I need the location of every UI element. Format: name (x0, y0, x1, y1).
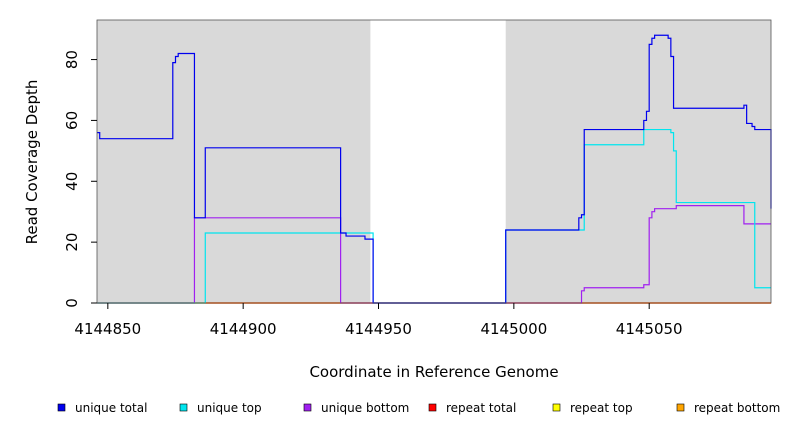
x-tick-label: 4144900 (210, 320, 277, 338)
series-line-unique-total (97, 34, 772, 304)
legend-label: unique bottom (321, 401, 409, 415)
y-tick-label: 20 (63, 233, 81, 252)
legend-swatch (428, 403, 437, 412)
legend-label: unique total (75, 401, 147, 415)
legend-swatch (57, 403, 66, 412)
legend-swatch (303, 403, 312, 412)
y-tick-label: 60 (63, 111, 81, 130)
legend-label: repeat top (570, 401, 633, 415)
y-tick-label: 40 (63, 172, 81, 191)
x-tick-label: 4144950 (345, 320, 412, 338)
x-axis-label: Coordinate in Reference Genome (309, 363, 558, 381)
legend-label: repeat total (446, 401, 516, 415)
x-axis: 4144850 4144900 4144950 4145000 4145050 (74, 303, 683, 338)
legend-swatch (676, 403, 685, 412)
x-tick-label: 4144850 (74, 320, 141, 338)
y-tick-label: 80 (63, 50, 81, 69)
legend-label: repeat bottom (694, 401, 780, 415)
series-line-unique-top (97, 128, 771, 304)
y-axis: 0 20 40 60 80 (63, 50, 97, 308)
x-tick-label: 4145000 (480, 320, 547, 338)
plot-frame (96, 19, 772, 304)
legend-swatch (179, 403, 188, 412)
shaded-regions (97, 20, 771, 303)
legend-label: unique top (197, 401, 262, 415)
y-axis-label: Read Coverage Depth (23, 80, 41, 245)
shaded-region (97, 20, 371, 303)
legend: unique total unique top unique bottom repea… (57, 401, 780, 415)
shaded-region (505, 20, 771, 303)
y-tick-label: 0 (63, 298, 81, 308)
legend-swatch (552, 403, 561, 412)
x-tick-label: 4145050 (616, 320, 683, 338)
